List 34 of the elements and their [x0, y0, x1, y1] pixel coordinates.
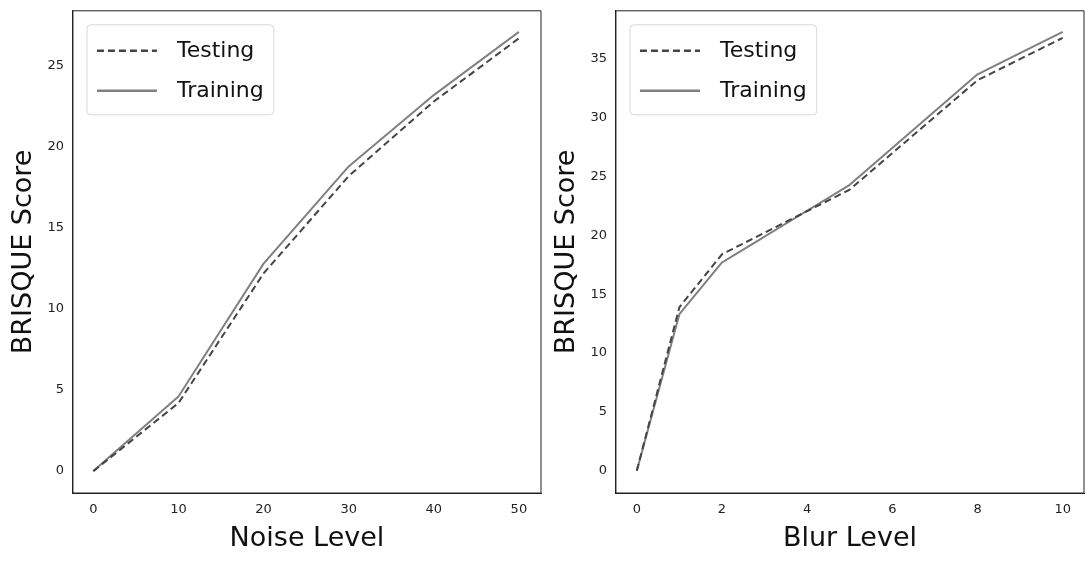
x-tick-label: 0 [89, 501, 98, 517]
x-tick-label: 8 [973, 501, 982, 517]
x-tick-label: 6 [888, 501, 897, 517]
y-tick-label: 5 [55, 381, 64, 397]
y-tick-label: 10 [47, 300, 64, 316]
y-axis-title: BRISQUE Score [549, 149, 581, 355]
x-tick-label: 4 [803, 501, 812, 517]
x-tick-label: 10 [170, 501, 187, 517]
x-tick-label: 10 [1054, 501, 1071, 517]
legend-label: Training [175, 76, 264, 102]
x-tick-label: 50 [510, 501, 528, 517]
y-axis-title: BRISQUE Score [6, 149, 38, 355]
y-tick-label: 15 [47, 219, 64, 235]
y-tick-label: 10 [590, 344, 607, 360]
y-tick-label: 15 [590, 285, 607, 301]
y-tick-label: 5 [598, 403, 607, 419]
y-tick-label: 20 [590, 226, 607, 242]
x-tick-label: 40 [425, 501, 443, 517]
legend-label: Training [718, 76, 807, 102]
x-tick-label: 2 [717, 501, 727, 517]
y-tick-label: 0 [55, 462, 64, 478]
y-tick-label: 25 [590, 168, 607, 183]
y-tick-label: 25 [47, 57, 64, 73]
y-tick-label: 0 [598, 462, 607, 478]
y-tick-label: 35 [590, 50, 607, 66]
x-axis-title: Noise Level [229, 520, 385, 552]
x-tick-label: 20 [255, 501, 272, 517]
x-axis-title: Blur Level [782, 520, 918, 552]
x-tick-label: 0 [632, 501, 641, 517]
y-tick-label: 20 [47, 138, 64, 154]
legend-label: Testing [175, 36, 255, 62]
y-tick-label: 30 [590, 109, 607, 125]
x-tick-label: 30 [340, 501, 357, 517]
legend-label: Testing [718, 36, 798, 62]
